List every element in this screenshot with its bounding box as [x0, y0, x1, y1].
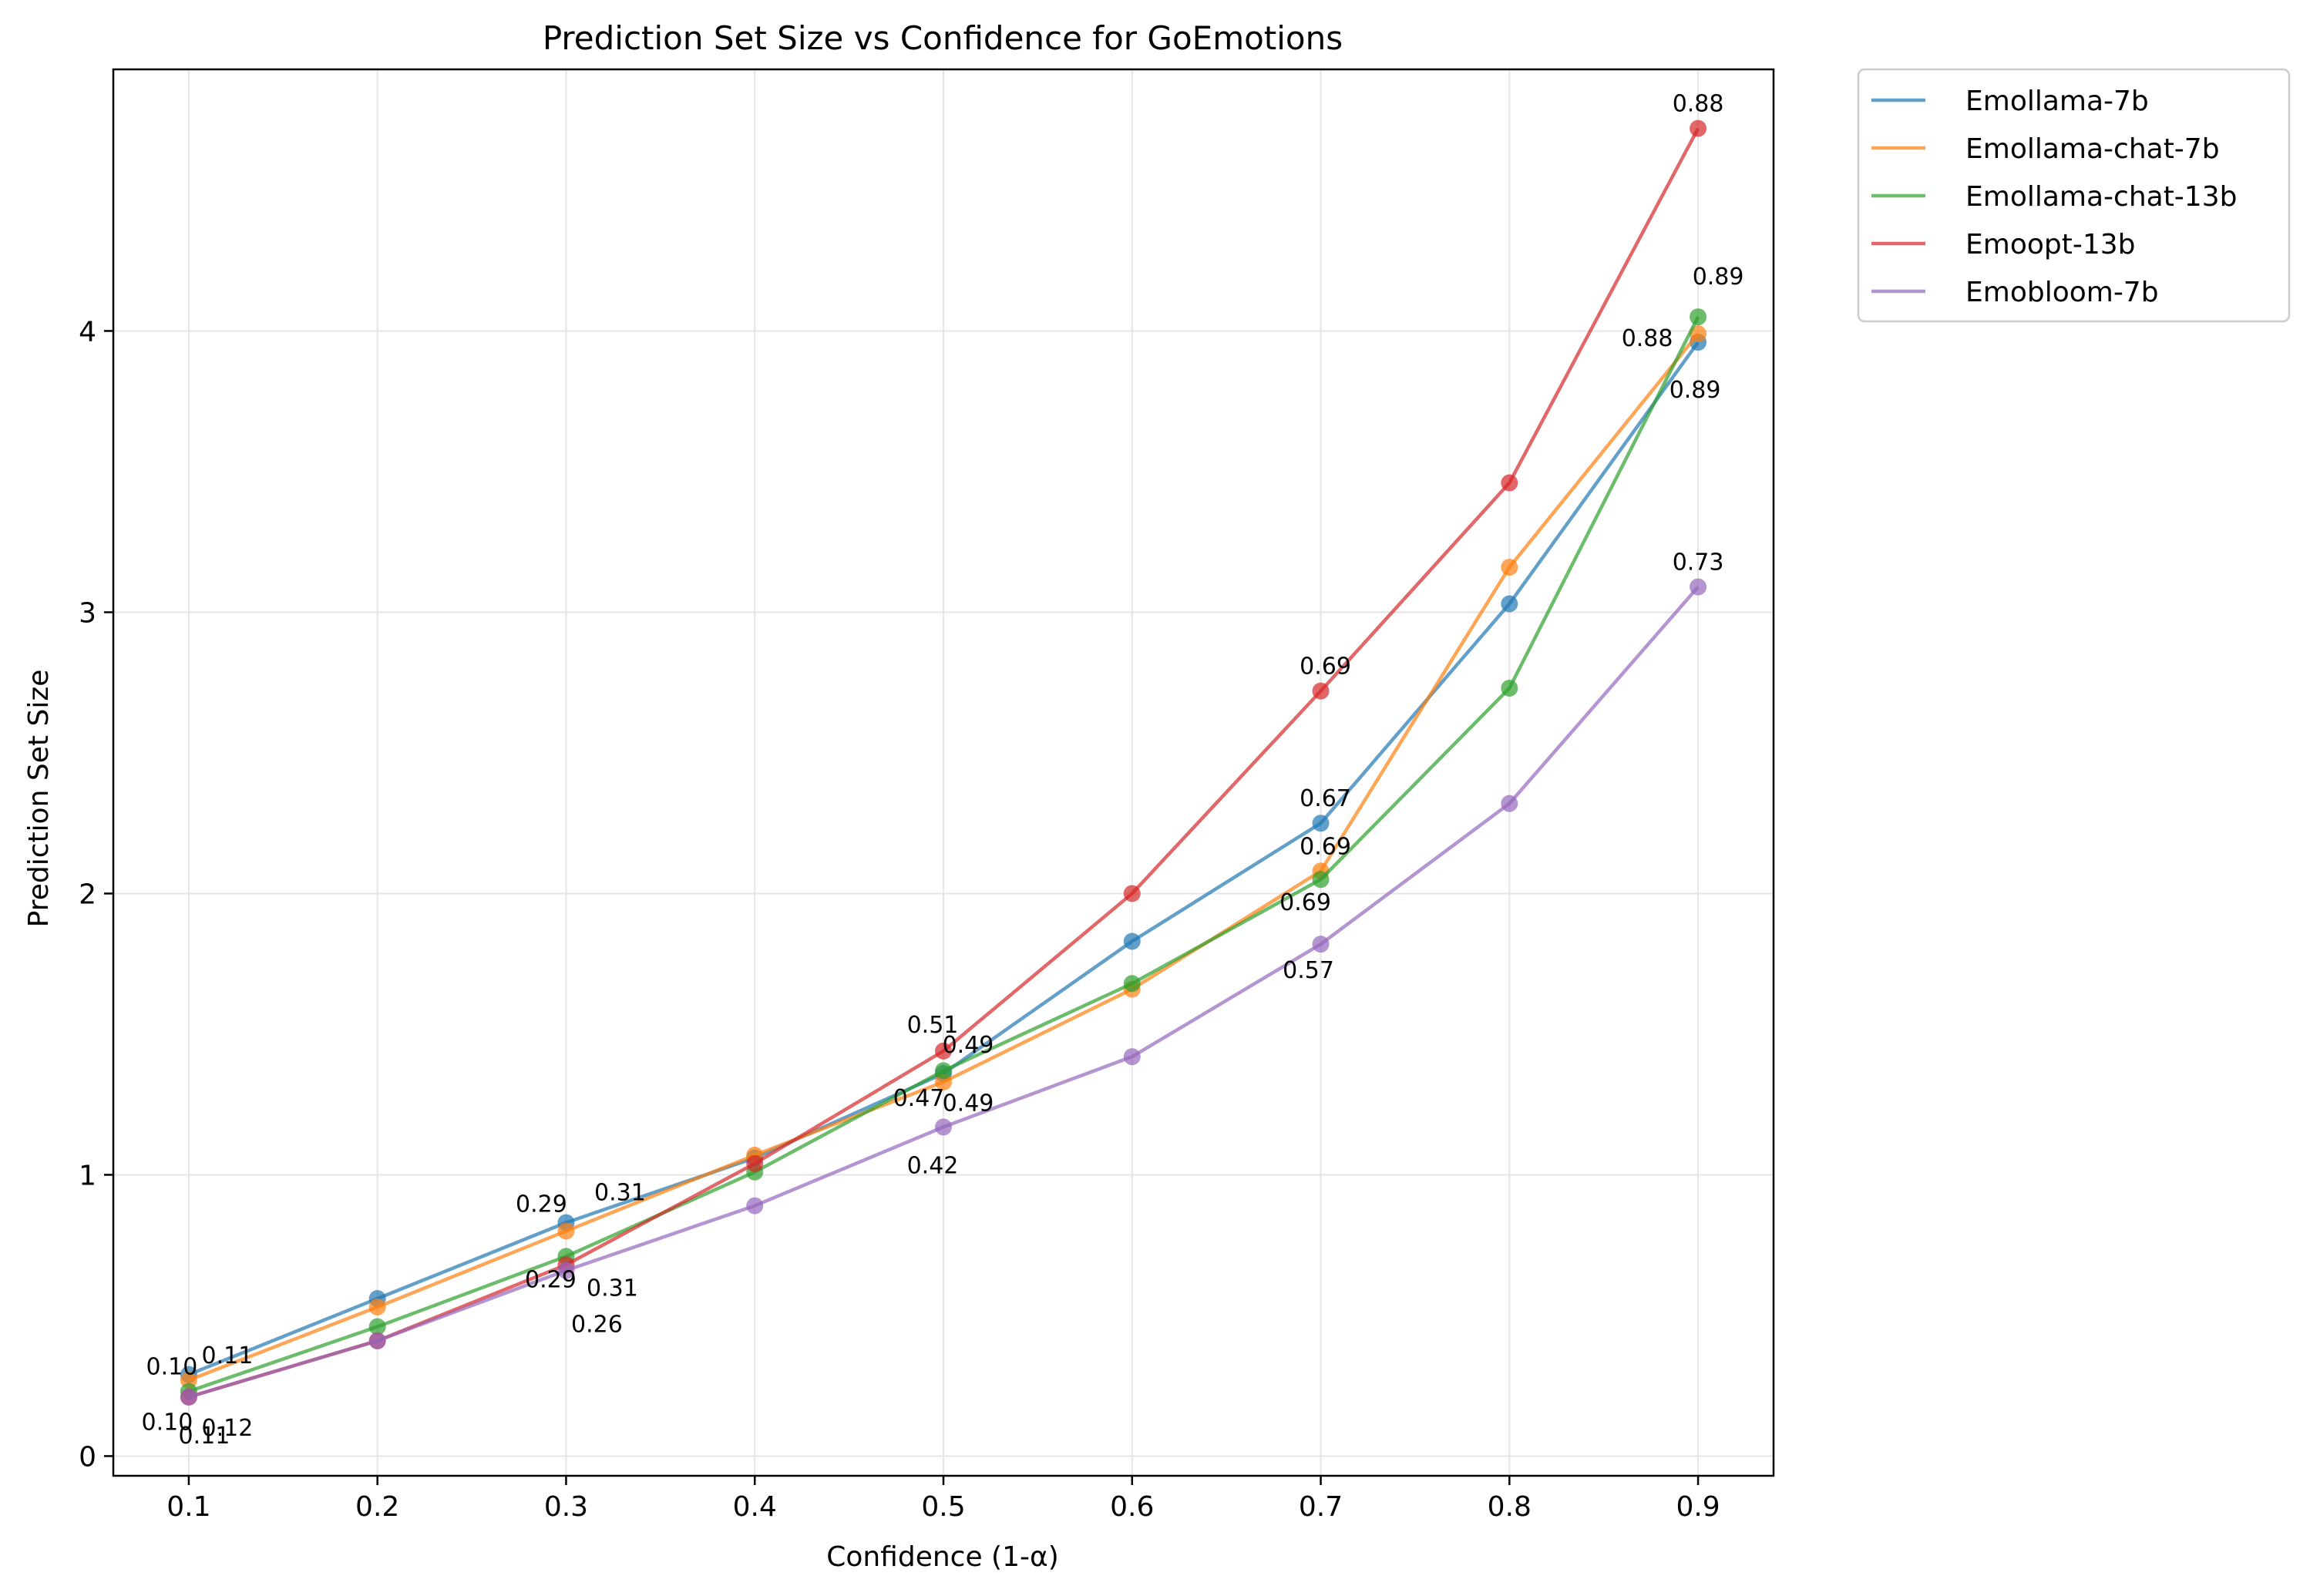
data-point	[1501, 795, 1518, 812]
data-point	[746, 1154, 764, 1172]
y-axis-label: Prediction Set Size	[23, 670, 55, 928]
x-tick-label: 0.3	[544, 1491, 588, 1523]
legend-box	[1857, 68, 2291, 323]
data-point	[1123, 1048, 1141, 1066]
data-point	[1690, 308, 1707, 326]
data-point	[1690, 578, 1707, 596]
data-point	[1501, 474, 1518, 492]
x-tick-label: 0.9	[1676, 1491, 1720, 1523]
x-tick-label: 0.1	[166, 1491, 210, 1523]
series-emollama-chat-13b	[180, 308, 1707, 1400]
data-point	[1312, 815, 1330, 832]
legend: Emollama-7b Emollama-chat-7b Emollama-chat…	[1857, 68, 2291, 323]
y-tick-label: 1	[79, 1160, 96, 1191]
point-annotation: 0.11	[202, 1342, 254, 1369]
point-annotation: 0.31	[594, 1179, 646, 1206]
y-tick-label: 2	[79, 879, 96, 910]
point-annotation: 0.10	[146, 1354, 198, 1381]
point-annotation: 0.69	[1300, 654, 1351, 680]
point-annotation: 0.69	[1300, 833, 1351, 860]
data-point	[1690, 119, 1707, 137]
data-point	[1123, 885, 1141, 902]
data-point	[1501, 680, 1518, 697]
y-tick-label: 0	[79, 1441, 96, 1473]
x-tick-label: 0.7	[1299, 1491, 1343, 1523]
point-annotation: 0.88	[1673, 91, 1724, 118]
axis-ticks: 0.1 0.2 0.3 0.4 0.5 0.6 0.7 0.8 0.9 0 1 2 3 4	[79, 316, 1720, 1523]
data-point	[1312, 936, 1330, 953]
chart-title: Prediction Set Size vs Confidence for Go…	[543, 19, 1343, 57]
data-point	[1312, 871, 1330, 889]
point-annotation: 0.29	[516, 1191, 567, 1218]
point-annotation: 0.31	[587, 1275, 638, 1302]
data-point	[180, 1388, 197, 1406]
x-tick-label: 0.4	[733, 1491, 777, 1523]
point-annotation: 0.51	[907, 1012, 959, 1039]
legend-label: Emollama-7b	[1965, 86, 2149, 117]
x-tick-label: 0.8	[1488, 1491, 1532, 1523]
data-point	[935, 1042, 952, 1060]
series-lines	[180, 119, 1707, 1406]
x-tick-label: 0.5	[921, 1491, 965, 1523]
x-tick-label: 0.2	[355, 1491, 399, 1523]
point-annotation: 0.67	[1300, 785, 1351, 812]
point-annotation: 0.12	[202, 1415, 254, 1442]
point-annotation: 0.29	[525, 1266, 577, 1293]
point-annotation: 0.73	[1673, 549, 1724, 576]
legend-label: Emollama-chat-13b	[1965, 181, 2237, 213]
legend-label: Emollama-chat-7b	[1965, 133, 2220, 165]
data-point	[1312, 682, 1330, 700]
point-annotation: 0.57	[1283, 957, 1334, 984]
point-annotation: 0.10	[142, 1410, 193, 1436]
data-point	[557, 1222, 575, 1240]
x-tick-label: 0.6	[1110, 1491, 1154, 1523]
data-point	[557, 1262, 575, 1279]
point-annotation: 0.89	[1693, 264, 1744, 291]
data-point	[1123, 932, 1141, 950]
data-point	[368, 1318, 386, 1336]
point-annotation: 0.89	[1669, 377, 1721, 404]
y-tick-label: 4	[79, 316, 96, 348]
point-annotation: 0.49	[943, 1032, 994, 1059]
data-point	[1690, 325, 1707, 343]
x-axis-label: Confidence (1-α)	[826, 1541, 1059, 1573]
data-point	[1123, 975, 1141, 993]
data-point	[368, 1299, 386, 1315]
series-emobloom-7b	[180, 578, 1707, 1406]
y-tick-label: 3	[79, 597, 96, 629]
point-annotation: 0.26	[571, 1312, 623, 1339]
point-annotation: 0.49	[943, 1090, 994, 1117]
data-point	[746, 1197, 764, 1215]
data-point	[1501, 595, 1518, 613]
point-annotation: 0.88	[1622, 325, 1673, 352]
data-point	[368, 1332, 386, 1349]
point-annotation: 0.69	[1279, 889, 1331, 916]
data-annotations: 0.10 0.110.10 0.120.110.29 0.310.29 0.310.26…	[142, 91, 1744, 1450]
data-point	[935, 1118, 952, 1136]
point-annotation: 0.47	[893, 1085, 945, 1112]
data-point	[935, 1062, 952, 1080]
point-annotation: 0.11	[179, 1423, 230, 1450]
legend-label: Emobloom-7b	[1965, 277, 2159, 308]
grid	[113, 69, 1774, 1476]
legend-label: Emoopt-13b	[1965, 229, 2135, 260]
data-point	[1501, 559, 1518, 576]
point-annotation: 0.42	[907, 1152, 959, 1179]
